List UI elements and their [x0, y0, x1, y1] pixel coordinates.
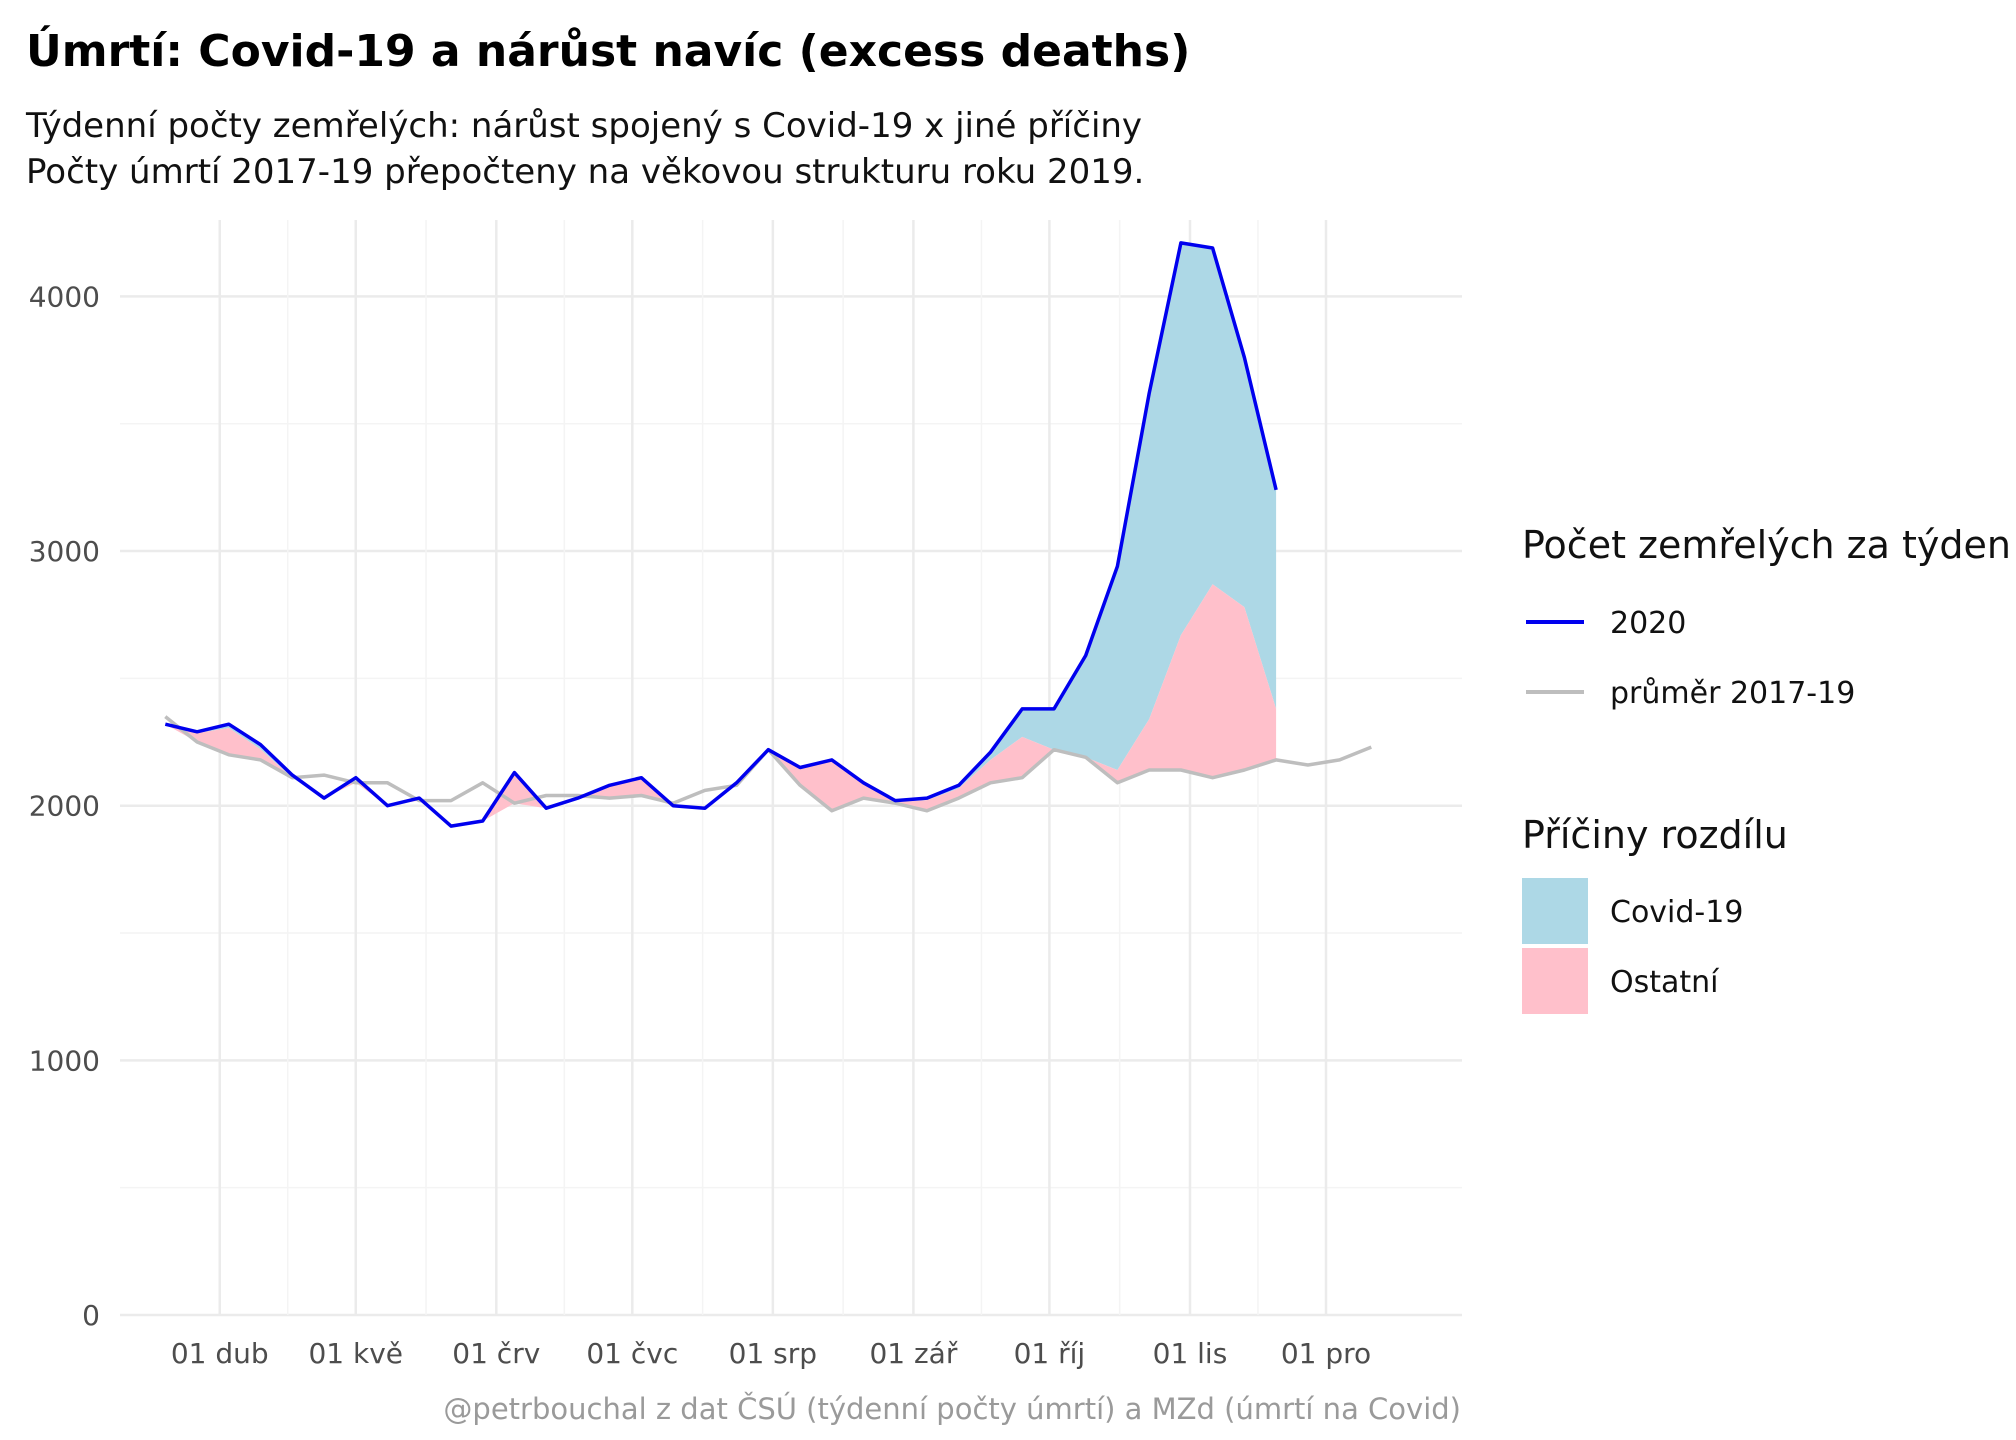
x-tick-label: 01 srp — [729, 1337, 817, 1370]
y-tick-label: 4000 — [29, 280, 100, 313]
chart-subtitle-line-1: Týdenní počty zemřelých: nárůst spojený … — [26, 106, 1143, 146]
legend-key-fill — [1522, 878, 1588, 944]
x-axis-ticks: 01 dub 01 kvě 01 črv 01 čvc 01 srp 01 zář 01 ř… — [171, 1337, 1371, 1370]
x-tick-label: 01 zář — [869, 1337, 957, 1370]
x-tick-label: 01 dub — [171, 1337, 269, 1370]
y-tick-label: 1000 — [29, 1044, 100, 1077]
x-tick-label: 01 lis — [1153, 1337, 1228, 1370]
x-tick-label: 01 čvc — [586, 1337, 678, 1370]
y-axis-ticks: 0 1000 2000 3000 4000 — [29, 280, 100, 1332]
legend-label-fill: Covid-19 — [1610, 895, 1743, 930]
area-fills — [165, 242, 1277, 827]
series-line-2020 — [164, 241, 1278, 828]
x-tick-label: 01 črv — [452, 1337, 540, 1370]
chart-subtitle-line-2: Počty úmrtí 2017-19 přepočteny na věkovo… — [26, 152, 1145, 192]
area-other — [165, 584, 1277, 827]
legend: Počet zemřelých za týden 2020 průměr 2017-… — [1522, 523, 2011, 1014]
y-tick-label: 3000 — [29, 535, 100, 568]
legend-title-lines: Počet zemřelých za týden — [1522, 523, 2011, 567]
x-tick-label: 01 pro — [1281, 1337, 1371, 1370]
legend-title-fills: Příčiny rozdílu — [1522, 813, 1788, 857]
y-tick-label: 0 — [82, 1299, 100, 1332]
legend-label-line: průměr 2017-19 — [1610, 676, 1855, 711]
legend-label-fill: Ostatní — [1610, 965, 1720, 1000]
series-lines — [164, 241, 1372, 828]
chart-caption: @petrbouchal z dat ČSÚ (týdenní počty úm… — [443, 1392, 1461, 1426]
legend-key-fill — [1522, 948, 1588, 1014]
legend-label-line: 2020 — [1610, 606, 1686, 641]
x-tick-label: 01 kvě — [308, 1337, 403, 1370]
x-tick-label: 01 říj — [1014, 1337, 1086, 1370]
chart-title: Úmrtí: Covid-19 a nárůst navíc (excess d… — [26, 26, 1191, 77]
area-covid — [165, 242, 1277, 827]
y-tick-label: 2000 — [29, 790, 100, 823]
